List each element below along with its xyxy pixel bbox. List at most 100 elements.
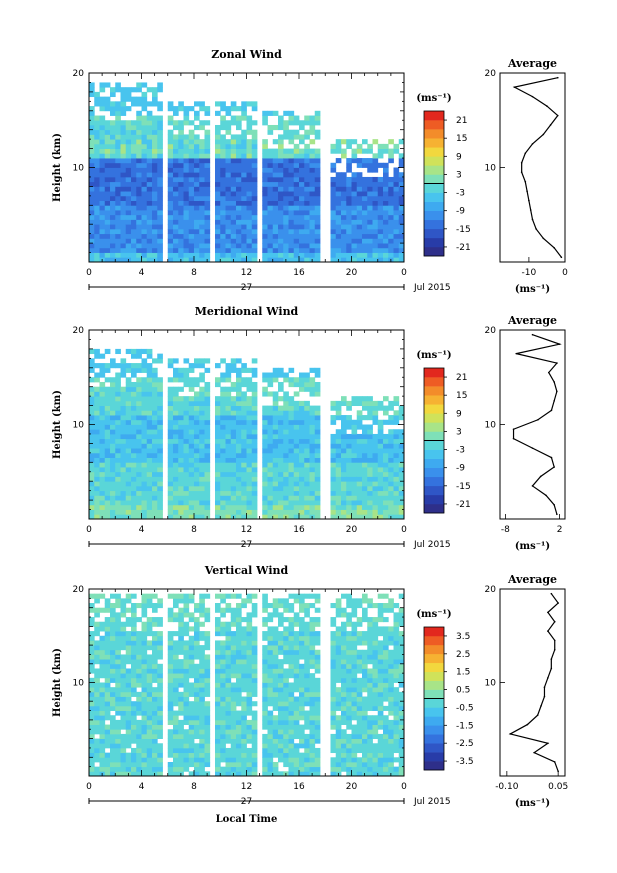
heatmap-cell [230, 654, 237, 660]
heatmap-cell [183, 419, 190, 425]
heatmap-cell [167, 139, 174, 145]
heatmap-cell [157, 743, 163, 749]
heatmap-cell [115, 701, 121, 707]
profile-point [513, 86, 516, 88]
heatmap-cell [167, 673, 174, 679]
heatmap-cell [356, 471, 363, 477]
heatmap-cell [141, 673, 148, 679]
heatmap-cell [236, 115, 242, 121]
heatmap-cell [173, 701, 179, 707]
heatmap-cell [220, 243, 226, 249]
heatmap-cell [104, 729, 111, 735]
heatmap-cell [125, 181, 132, 187]
heatmap-cell [288, 120, 295, 126]
heatmap-cell [215, 219, 221, 225]
heatmap-cell [293, 195, 300, 201]
heatmap-cell [188, 143, 195, 150]
heatmap-cell [115, 467, 121, 473]
heatmap-cell [99, 433, 106, 440]
heatmap-cell [104, 247, 111, 253]
heatmap-cell [104, 429, 111, 435]
heatmap-cell [199, 120, 205, 126]
heatmap-cell [99, 438, 106, 444]
profile-y-tick-label: 10 [485, 421, 497, 431]
heatmap-cell [204, 733, 211, 739]
heatmap-cell [341, 481, 347, 487]
heatmap-cell [220, 257, 226, 263]
heatmap-cell [131, 729, 137, 735]
heatmap-cell [141, 621, 148, 627]
heatmap-cell [225, 415, 232, 421]
heatmap-cell [136, 649, 142, 655]
heatmap-cell [367, 167, 373, 173]
heatmap-cell [346, 257, 352, 263]
heatmap-cell [267, 200, 274, 206]
heatmap-cell [136, 443, 142, 449]
heatmap-cell [220, 372, 226, 378]
colorbar-swatch [424, 458, 444, 468]
heatmap-cell [110, 733, 116, 739]
heatmap-cell [146, 715, 153, 721]
heatmap-cell [125, 124, 132, 131]
heatmap-cell [341, 500, 347, 506]
heatmap-cell [167, 654, 174, 660]
heatmap-cell [230, 400, 237, 407]
heatmap-cell [204, 386, 211, 392]
heatmap-cell [115, 106, 121, 112]
heatmap-cell [351, 467, 358, 473]
heatmap-cell [283, 673, 289, 679]
heatmap-cell [183, 224, 190, 230]
heatmap-cell [183, 400, 190, 407]
heatmap-cell [157, 410, 163, 416]
heatmap-cell [262, 710, 268, 716]
heatmap-cell [251, 467, 258, 473]
colorbar-tick-label: 15 [456, 391, 467, 401]
heatmap-cell [251, 471, 258, 477]
heatmap-cell [335, 195, 342, 201]
heatmap-cell [178, 663, 184, 669]
heatmap-cell [204, 663, 211, 669]
heatmap-cell [104, 219, 111, 225]
heatmap-cell [188, 148, 195, 154]
heatmap-cell [362, 243, 368, 249]
heatmap-cell [215, 766, 221, 772]
heatmap-cell [241, 663, 247, 669]
heatmap-cell [152, 87, 158, 93]
heatmap-cell [241, 509, 247, 515]
heatmap-cell [110, 219, 116, 225]
heatmap-cell [236, 682, 242, 688]
heatmap-cell [99, 757, 106, 763]
heatmap-cell [146, 228, 153, 235]
heatmap-cell [288, 710, 295, 716]
heatmap-cell [89, 719, 95, 725]
heatmap-cell [89, 247, 95, 253]
heatmap-cell [115, 668, 121, 674]
heatmap-cell [152, 247, 158, 253]
heatmap-cell [220, 677, 226, 683]
heatmap-cell [220, 167, 226, 173]
heatmap-cell [304, 134, 310, 140]
heatmap-cell [120, 766, 127, 772]
heatmap-cell [99, 724, 106, 730]
heatmap-cell [167, 504, 174, 510]
heatmap-cell [393, 200, 400, 206]
month-label: Jul 2015 [413, 540, 451, 550]
heatmap-cell [125, 405, 132, 411]
heatmap-cell [131, 663, 137, 669]
heatmap-cell [314, 214, 321, 220]
heatmap-cell [362, 148, 368, 154]
heatmap-cell [362, 186, 368, 192]
heatmap-cell [157, 219, 163, 225]
heatmap-cell [330, 210, 337, 216]
heatmap-cell [94, 219, 100, 225]
heatmap-cell [99, 96, 106, 102]
heatmap-cell [220, 433, 226, 440]
colorbar-unit: (ms⁻¹) [416, 93, 451, 104]
heatmap-cell [267, 631, 274, 637]
heatmap-cell [314, 200, 321, 206]
heatmap-cell [104, 757, 111, 763]
heatmap-cell [346, 228, 352, 235]
heatmap-cell [272, 761, 279, 768]
heatmap-cell [362, 500, 368, 506]
heatmap-cell [246, 162, 253, 168]
